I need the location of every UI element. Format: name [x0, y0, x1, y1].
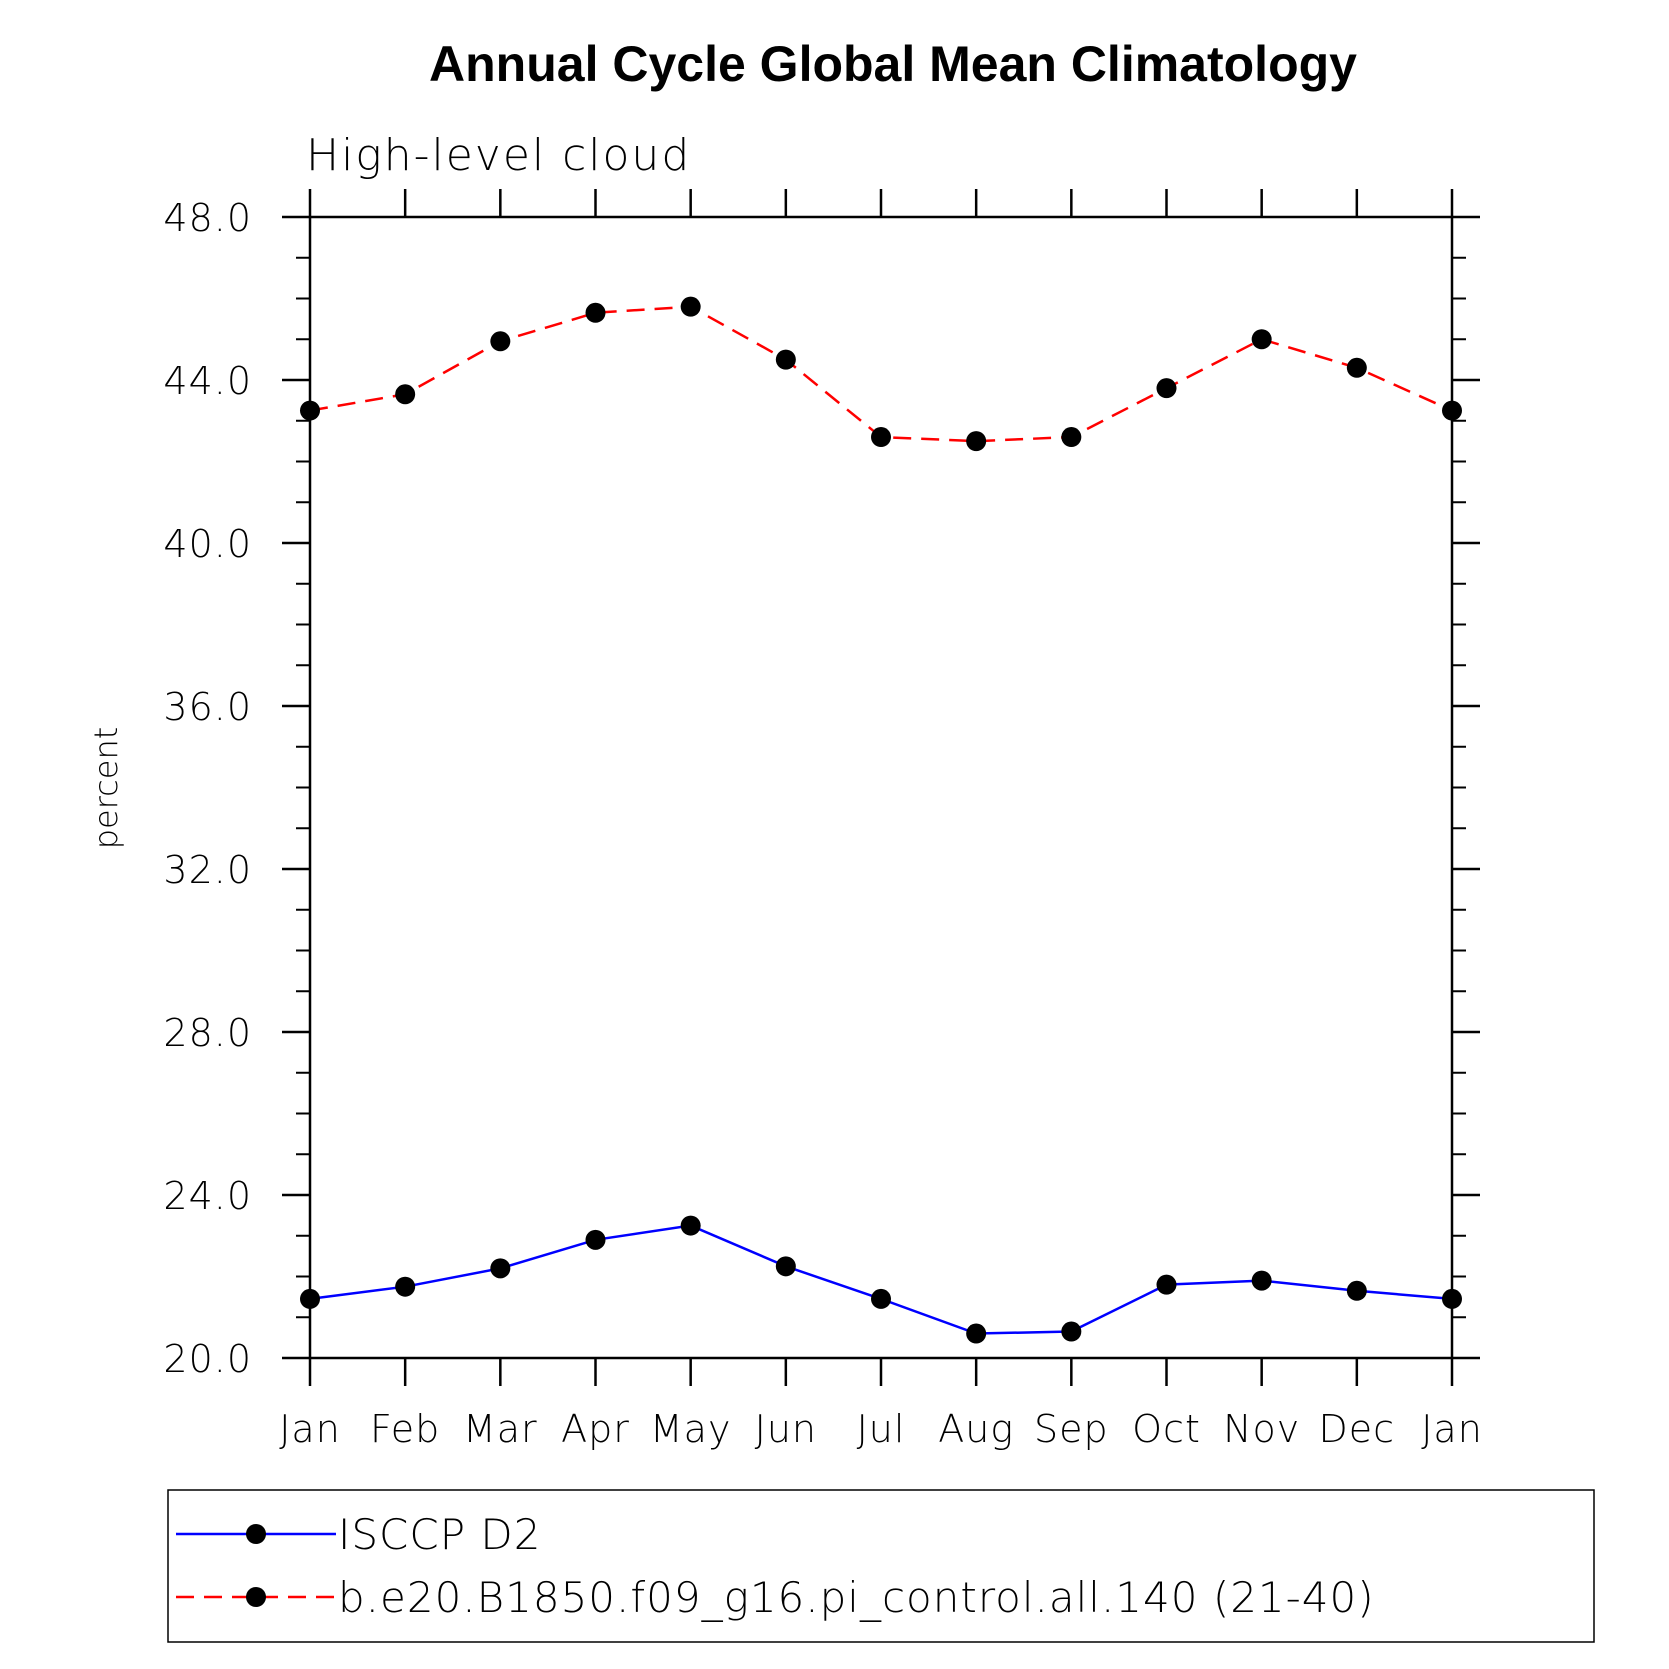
data-point	[490, 1258, 511, 1279]
series-2	[300, 296, 1462, 452]
x-tick-label: May	[650, 1407, 732, 1451]
axes-group: Jan Feb Mar Apr May Jun Jul Aug Sep Oct Nov Dec Jan 2…	[163, 189, 1482, 1451]
data-point	[1156, 1274, 1177, 1295]
x-tick-label: Aug	[938, 1407, 1014, 1451]
data-point	[775, 1256, 796, 1277]
data-point	[585, 1229, 606, 1250]
x-tick-label: Sep	[1034, 1407, 1109, 1451]
data-point	[1156, 378, 1177, 399]
x-tick-label: Mar	[463, 1407, 538, 1451]
x-tick-label: Apr	[561, 1407, 630, 1451]
chart-subtitle: High-level cloud	[306, 130, 691, 181]
data-point	[490, 331, 511, 352]
data-point	[1442, 400, 1462, 421]
data-point	[1251, 1270, 1272, 1291]
y-tick-label: 24.0	[163, 1174, 252, 1218]
data-point	[966, 431, 987, 452]
data-point	[300, 1288, 320, 1309]
data-point	[395, 1276, 416, 1297]
y-tick-label: 40.0	[163, 522, 252, 566]
x-tick-label: Dec	[1319, 1407, 1396, 1451]
data-point	[775, 349, 796, 370]
chart-title: Annual Cycle Global Mean Climatology	[429, 36, 1357, 92]
plot-frame	[308, 215, 1454, 1360]
series-line	[309, 1224, 1453, 1335]
x-tick-label: Jun	[755, 1407, 817, 1451]
x-tick-label: Jan	[279, 1407, 341, 1451]
data-point	[1442, 1288, 1462, 1309]
data-point	[871, 427, 891, 448]
data-point	[585, 302, 606, 323]
series-group	[300, 296, 1462, 1344]
legend-label: b.e20.B1850.f09_g16.pi_control.all.140 (…	[338, 1573, 1375, 1622]
legend-marker	[246, 1587, 266, 1607]
x-tick-label: Nov	[1223, 1407, 1300, 1451]
y-tick-label: 28.0	[163, 1011, 252, 1055]
x-tick-label: Oct	[1132, 1407, 1201, 1451]
y-tick-label: 32.0	[163, 848, 252, 892]
y-tick-label: 36.0	[163, 685, 252, 729]
y-axis-label: percent	[87, 727, 125, 850]
data-point	[871, 1288, 891, 1309]
y-tick-label: 20.0	[163, 1337, 252, 1381]
y-tick-label: 48.0	[163, 196, 252, 240]
data-point	[300, 400, 320, 421]
data-point	[680, 296, 701, 317]
legend-box	[167, 1489, 1595, 1643]
x-tick-label: Jan	[1421, 1407, 1483, 1451]
series-1	[300, 1215, 1462, 1344]
legend-label: ISCCP D2	[338, 1510, 541, 1559]
data-point	[395, 384, 416, 405]
data-point	[1346, 1280, 1367, 1301]
y-tick-label: 44.0	[163, 359, 252, 403]
legend: ISCCP D2 b.e20.B1850.f09_g16.pi_control.a…	[167, 1489, 1595, 1643]
data-point	[1061, 427, 1082, 448]
data-point	[680, 1215, 701, 1236]
legend-marker	[246, 1524, 266, 1544]
data-point	[1251, 329, 1272, 350]
data-point	[1346, 357, 1367, 378]
data-point	[1061, 1321, 1082, 1342]
x-tick-label: Feb	[370, 1407, 440, 1451]
data-point	[966, 1323, 987, 1344]
x-tick-label: Jul	[857, 1407, 906, 1451]
series-line	[309, 305, 1453, 443]
